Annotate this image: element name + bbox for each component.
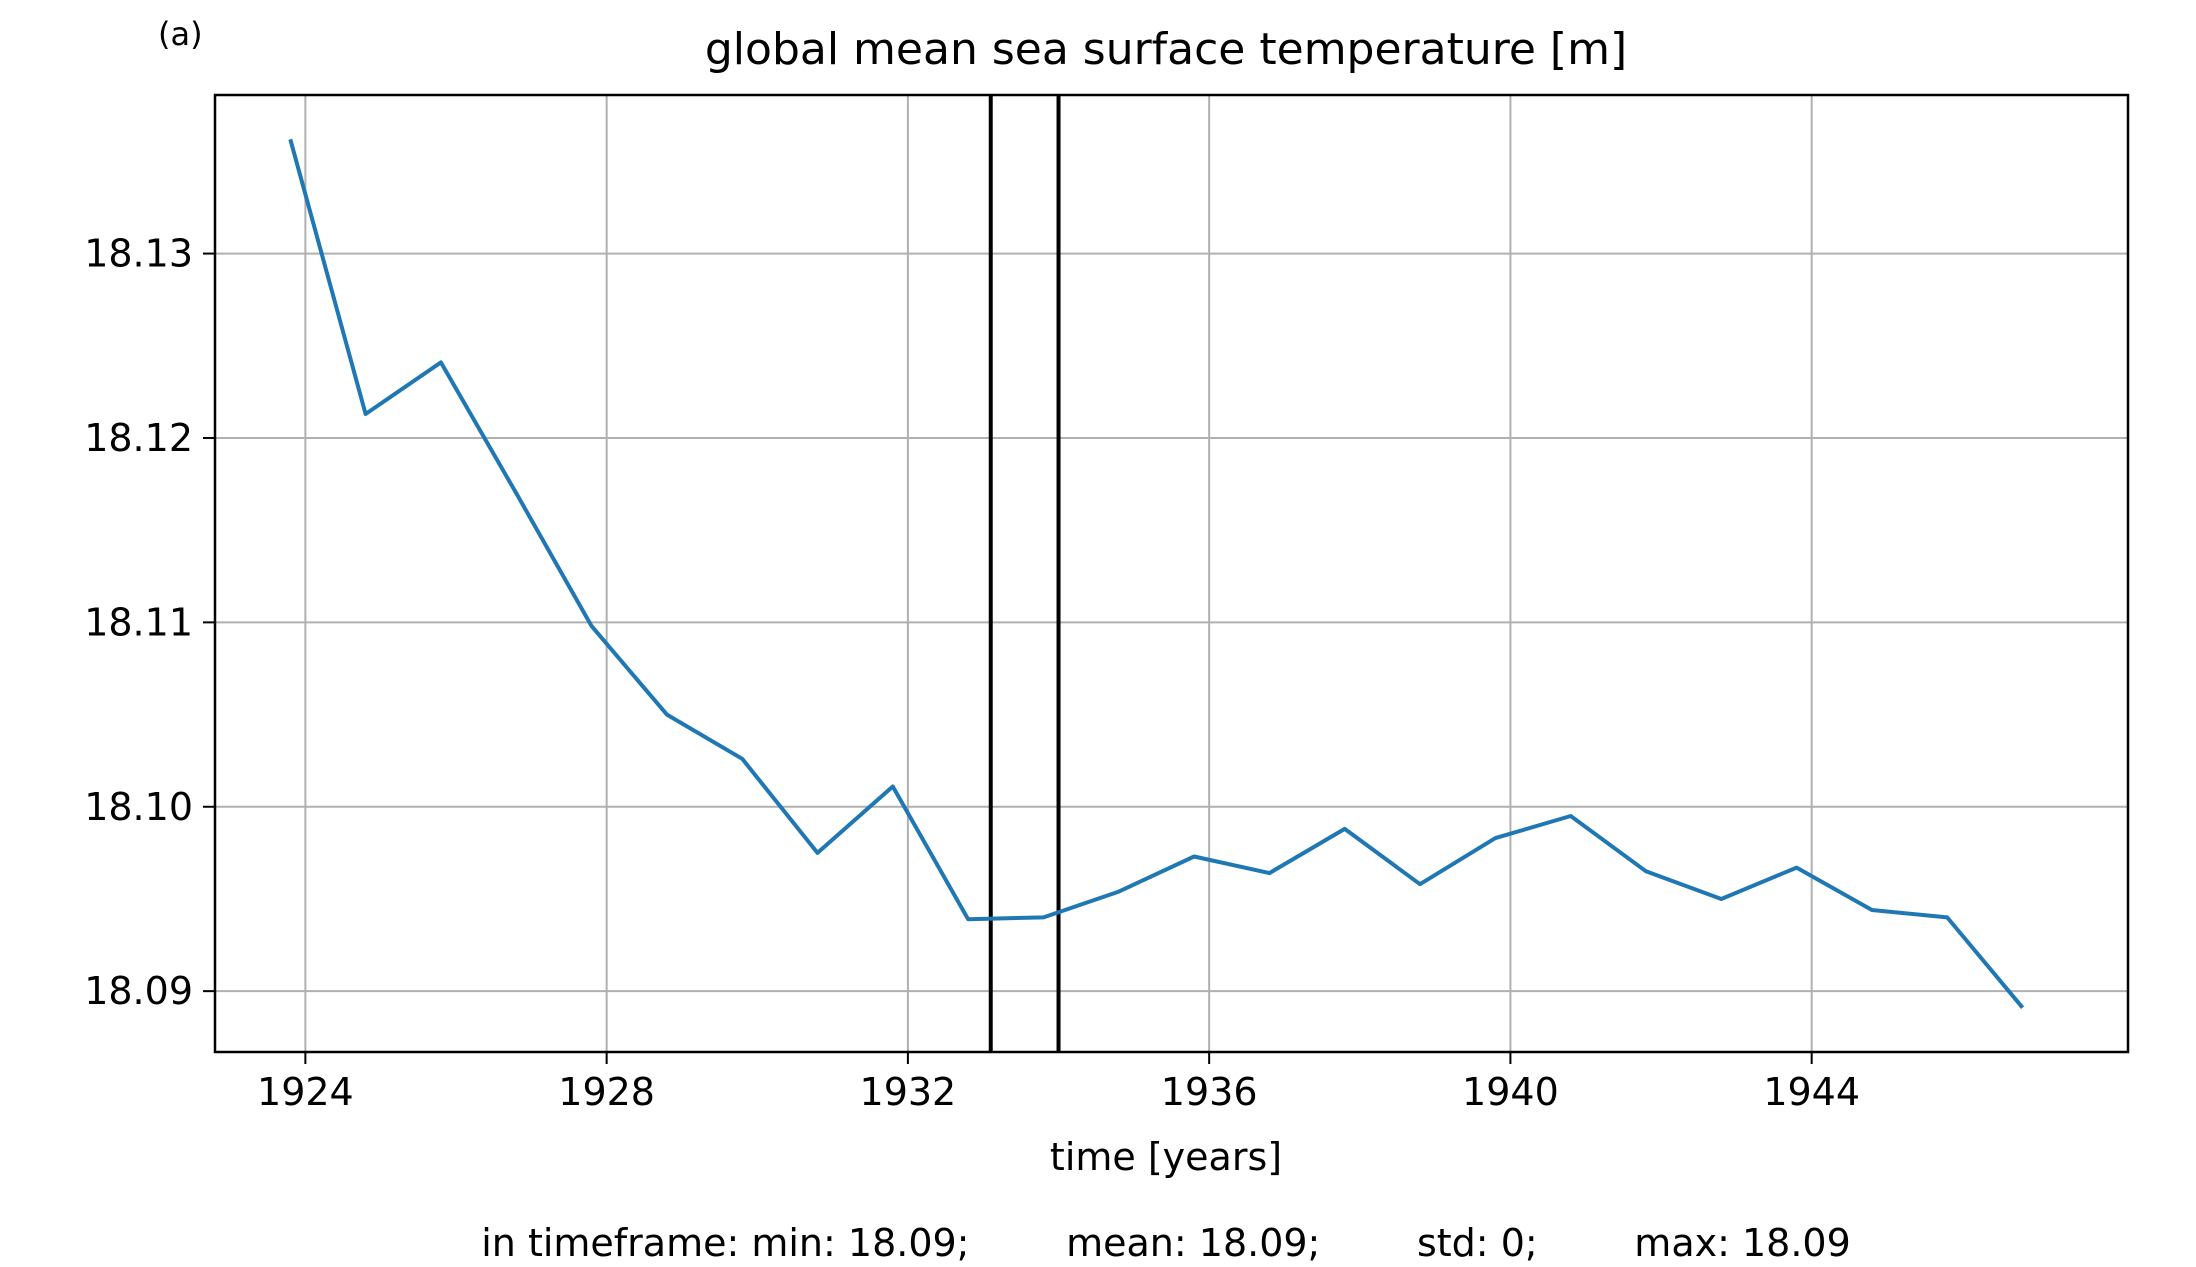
panel-label: (a) <box>158 15 203 53</box>
x-tick-label: 1928 <box>558 1070 655 1114</box>
x-tick-label: 1940 <box>1462 1070 1559 1114</box>
series-line <box>288 138 2025 1009</box>
x-tick-label: 1936 <box>1161 1070 1258 1114</box>
x-axis-label: time [years] <box>1050 1135 1282 1179</box>
grid-lines <box>215 95 2128 1052</box>
x-axis-ticks: 1924 1928 1932 1936 1940 1944 <box>257 1052 1860 1114</box>
y-tick-label: 18.09 <box>84 969 193 1013</box>
x-tick-label: 1944 <box>1763 1070 1860 1114</box>
y-tick-label: 18.12 <box>84 416 193 460</box>
y-tick-label: 18.13 <box>84 232 193 276</box>
x-tick-label: 1932 <box>860 1070 957 1114</box>
series-layer <box>288 138 2025 1009</box>
plot-frame <box>213 93 2130 1054</box>
y-tick-label: 18.11 <box>84 600 193 644</box>
y-tick-label: 18.10 <box>84 785 193 829</box>
stats-line: in timeframe: min: 18.09; mean: 18.09; s… <box>481 1221 1851 1263</box>
timeframe-markers <box>988 95 1061 1052</box>
x-tick-label: 1924 <box>257 1070 354 1114</box>
y-axis-ticks: 18.09 18.10 18.11 18.12 18.13 <box>84 232 215 1013</box>
chart-title: global mean sea surface temperature [m] <box>705 24 1627 75</box>
